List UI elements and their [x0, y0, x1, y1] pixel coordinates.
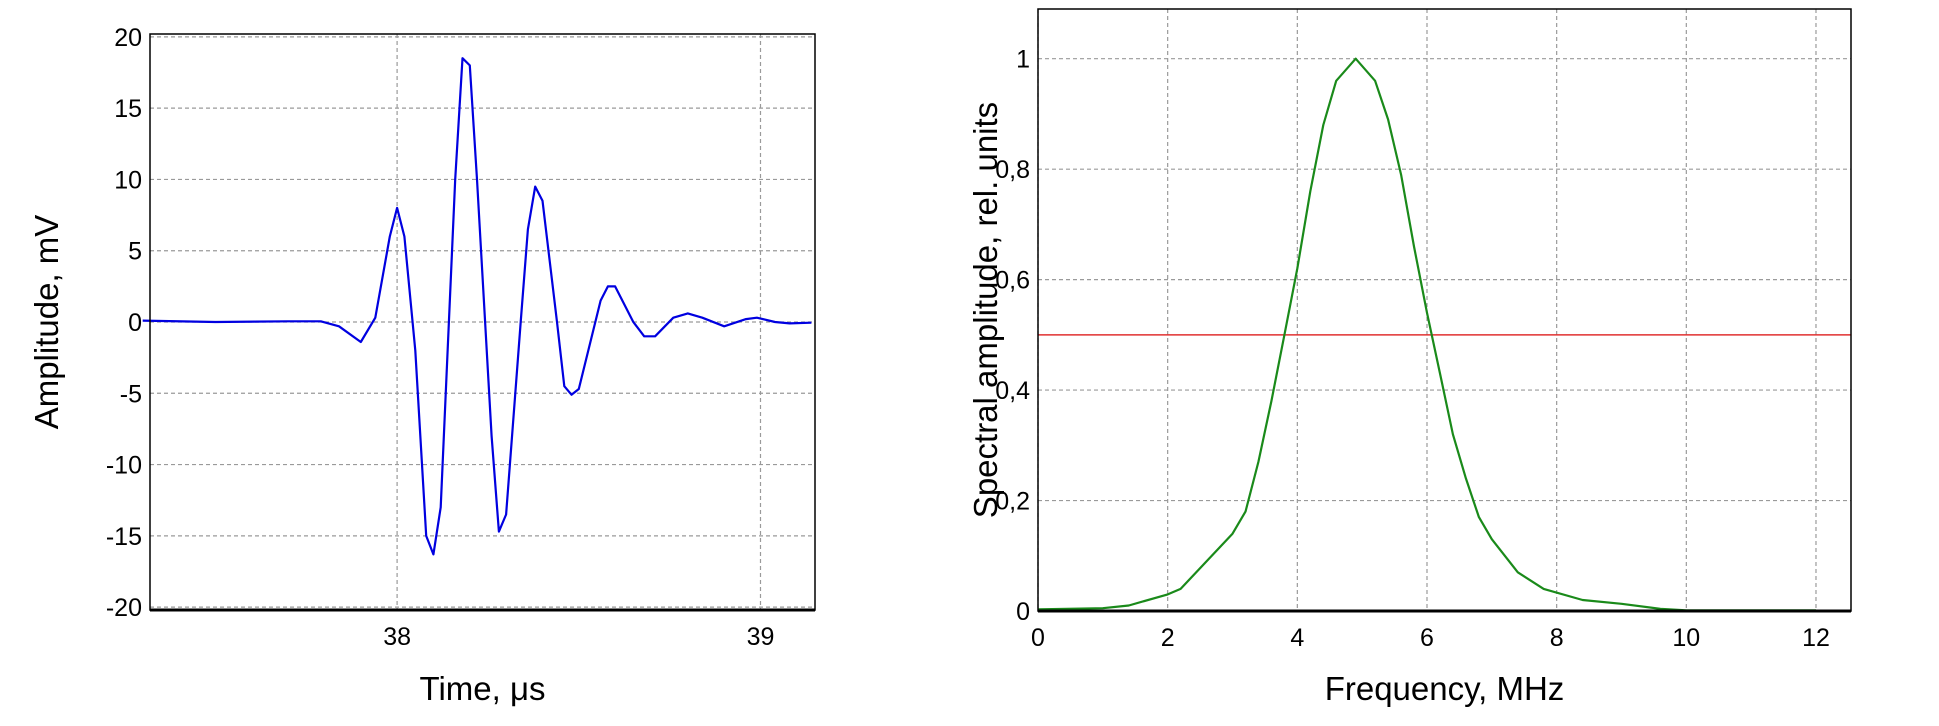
- y-axis-label: Amplitude, mV: [28, 215, 65, 430]
- x-tick-label: 10: [1672, 624, 1700, 652]
- y-tick-label: 0,6: [995, 267, 1030, 295]
- y-tick-label: 0: [1016, 598, 1030, 626]
- x-tick-label: 6: [1420, 624, 1434, 652]
- data-series-line: [142, 57, 812, 556]
- y-tick-label: 20: [114, 24, 142, 52]
- y-tick-label: 0,2: [995, 488, 1030, 516]
- y-tick-label: 0,4: [995, 377, 1030, 405]
- x-tick-label: 8: [1550, 624, 1564, 652]
- y-tick-label: 0: [128, 309, 142, 337]
- y-tick-label: -15: [106, 523, 142, 551]
- x-axis-label: Frequency, MHz: [1325, 670, 1565, 707]
- x-tick-label: 0: [1031, 624, 1045, 652]
- y-tick-label: 10: [114, 166, 142, 194]
- waveform-chart: 20 15 10 5 0 -5 -10 -15 -20 38 39 Time, μs Amplitude…: [28, 24, 816, 707]
- y-tick-label: -5: [120, 380, 142, 408]
- plot-frame: [1037, 8, 1852, 612]
- y-tick-label: 0,8: [995, 156, 1030, 184]
- x-tick-label: 38: [383, 623, 411, 651]
- y-tick-label: 1: [1016, 46, 1030, 74]
- x-tick-label: 39: [747, 623, 775, 651]
- x-tick-label: 4: [1290, 624, 1304, 652]
- x-tick-label: 2: [1161, 624, 1175, 652]
- y-tick-label: 5: [128, 238, 142, 266]
- x-axis-label: Time, μs: [420, 670, 546, 707]
- y-tick-label: 15: [114, 95, 142, 123]
- y-axis-label: Spectral amplitude, rel. units: [967, 102, 1004, 518]
- x-tick-label: 12: [1802, 624, 1830, 652]
- y-tick-label: -10: [106, 452, 142, 480]
- y-tick-label: -20: [106, 594, 142, 622]
- data-series-line: [1037, 57, 1816, 612]
